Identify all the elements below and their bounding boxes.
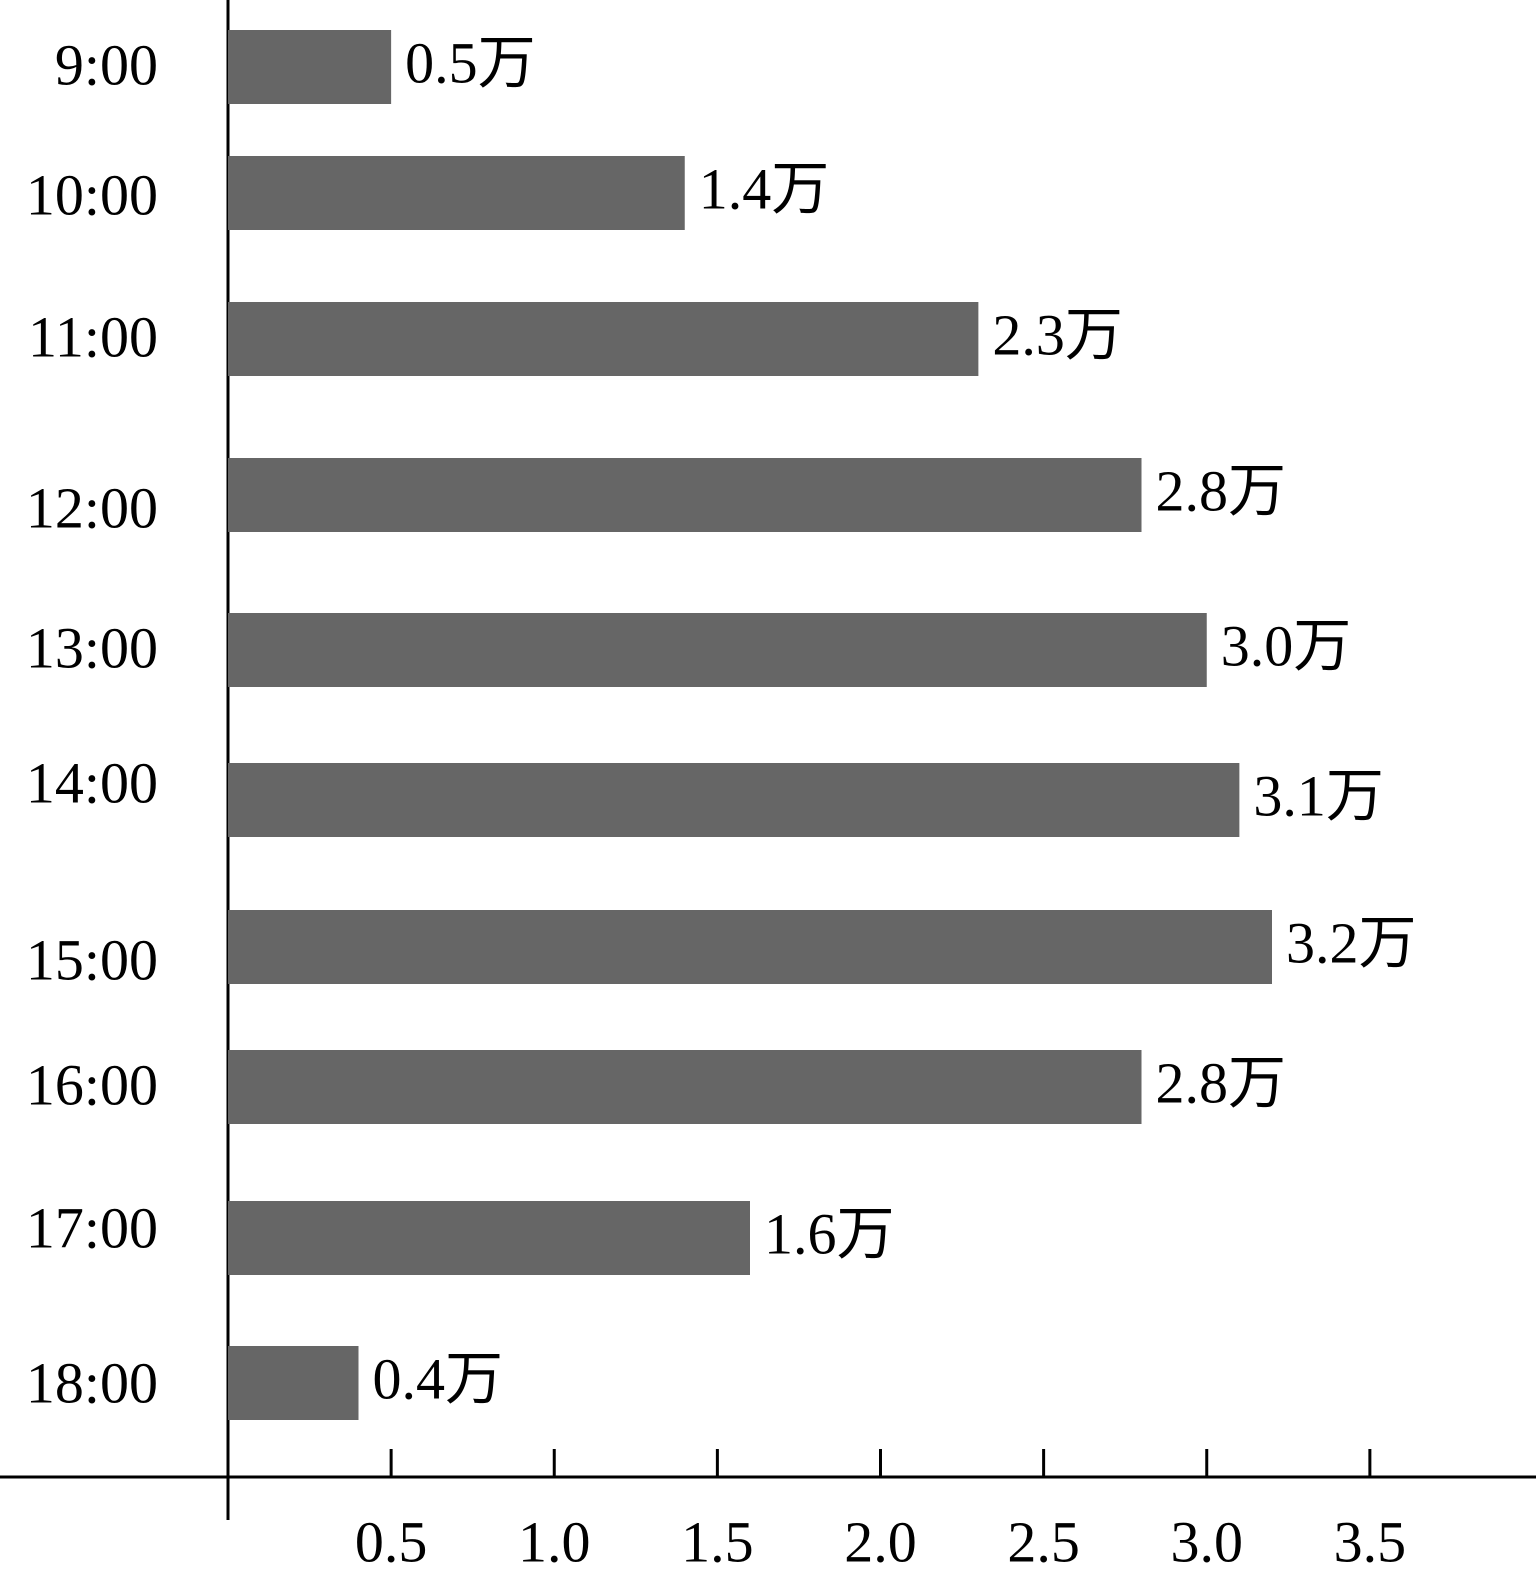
y-tick-label: 12:00 [26, 475, 158, 540]
y-tick-label: 11:00 [28, 304, 158, 369]
value-label: 3.1万 [1253, 763, 1384, 828]
x-tick-label: 3.5 [1334, 1509, 1407, 1571]
value-label: 1.4万 [699, 156, 830, 221]
value-label: 0.5万 [405, 30, 536, 95]
value-label: 2.8万 [1156, 458, 1287, 523]
bar [228, 458, 1142, 532]
bar [228, 30, 392, 104]
x-tick-label: 3.0 [1171, 1509, 1244, 1571]
bar [228, 1050, 1142, 1124]
y-tick-label: 15:00 [26, 927, 158, 992]
y-tick-label: 9:00 [55, 32, 158, 97]
bar [228, 613, 1207, 687]
bar [228, 302, 979, 376]
y-tick-label: 13:00 [26, 615, 158, 680]
x-tick-label: 1.5 [681, 1509, 754, 1571]
x-tick-label: 2.0 [844, 1509, 917, 1571]
bar [228, 156, 685, 230]
bar [228, 1346, 359, 1420]
y-tick-label: 16:00 [26, 1052, 158, 1117]
y-tick-label: 17:00 [26, 1195, 158, 1260]
value-label: 3.2万 [1286, 910, 1417, 975]
value-label: 1.6万 [764, 1201, 895, 1266]
y-tick-label: 18:00 [26, 1350, 158, 1415]
value-label: 3.0万 [1221, 613, 1352, 678]
x-tick-label: 0.5 [355, 1509, 428, 1571]
value-label: 2.8万 [1156, 1050, 1287, 1115]
y-tick-label: 10:00 [26, 162, 158, 227]
bar [228, 910, 1272, 984]
value-label: 0.4万 [373, 1346, 504, 1411]
y-tick-label: 14:00 [26, 750, 158, 815]
value-label: 2.3万 [992, 302, 1123, 367]
x-tick-label: 1.0 [518, 1509, 591, 1571]
bar [228, 1201, 750, 1275]
bar [228, 763, 1240, 837]
x-tick-label: 2.5 [1007, 1509, 1080, 1571]
